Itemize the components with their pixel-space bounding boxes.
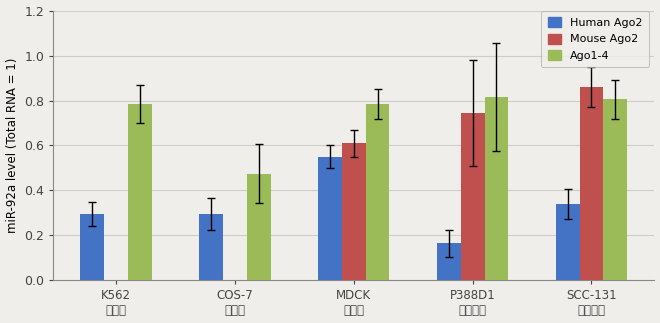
Bar bbox=[247, 173, 271, 280]
Bar bbox=[556, 204, 579, 280]
Bar bbox=[128, 104, 152, 280]
Legend: Human Ago2, Mouse Ago2, Ago1-4: Human Ago2, Mouse Ago2, Ago1-4 bbox=[541, 11, 649, 68]
Bar bbox=[366, 104, 389, 280]
Bar bbox=[579, 87, 603, 280]
Bar bbox=[199, 214, 223, 280]
Bar bbox=[484, 97, 508, 280]
Bar bbox=[461, 113, 484, 280]
Bar bbox=[342, 143, 366, 280]
Bar bbox=[437, 243, 461, 280]
Bar bbox=[81, 214, 104, 280]
Bar bbox=[318, 157, 342, 280]
Y-axis label: miR-92a level (Total RNA = 1): miR-92a level (Total RNA = 1) bbox=[5, 58, 18, 233]
Bar bbox=[603, 99, 627, 280]
